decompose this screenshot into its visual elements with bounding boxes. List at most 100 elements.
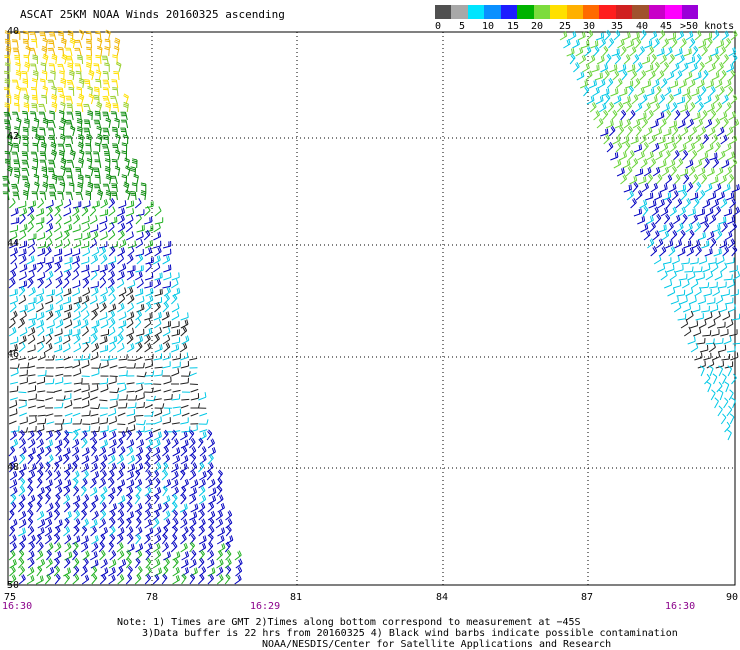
wind-barb <box>135 362 145 369</box>
wind-barb <box>684 266 694 273</box>
wind-barb <box>9 574 17 585</box>
wind-barb <box>135 310 143 321</box>
wind-barb <box>208 447 216 457</box>
wind-barb <box>15 69 22 81</box>
wind-barb <box>613 95 622 105</box>
wind-barb <box>123 93 129 105</box>
wind-barb <box>152 518 160 529</box>
wind-barb <box>54 304 64 313</box>
wind-barb <box>134 384 143 393</box>
wind-barb <box>50 149 57 161</box>
wind-barb <box>153 542 161 553</box>
lon-label-84: 84 <box>436 592 449 603</box>
wind-barb <box>126 302 135 313</box>
wind-barb <box>30 63 38 73</box>
wind-barb <box>3 87 11 97</box>
wind-barb <box>660 142 669 153</box>
wind-barb <box>719 175 727 185</box>
wind-barb <box>81 353 91 361</box>
wind-barb <box>135 265 144 273</box>
wind-barb <box>673 280 682 289</box>
wind-barb <box>153 311 162 321</box>
wind-barb <box>100 439 108 449</box>
wind-barb <box>27 206 35 217</box>
wind-barb <box>136 295 145 305</box>
wind-barb <box>28 463 37 473</box>
wind-barb <box>35 575 44 585</box>
wind-barb <box>126 511 134 521</box>
legend-swatch-3 <box>484 5 501 19</box>
wind-barb <box>40 141 47 153</box>
wind-barb <box>28 334 36 345</box>
wind-barb <box>66 55 74 65</box>
wind-barb <box>686 56 696 65</box>
wind-barb <box>64 256 73 265</box>
wind-barb <box>117 501 125 513</box>
wind-barb <box>162 429 169 441</box>
wind-barb <box>82 557 89 569</box>
wind-barb <box>619 88 628 97</box>
wind-barb <box>126 334 134 345</box>
wind-barb <box>637 215 646 225</box>
legend-swatch-6 <box>533 5 551 19</box>
wind-barb <box>708 365 714 377</box>
wind-barb <box>63 486 71 497</box>
wind-barb <box>630 197 637 209</box>
wind-barb <box>9 408 18 417</box>
wind-barb <box>171 368 180 377</box>
wind-barb <box>75 191 84 201</box>
wind-barb <box>225 510 233 521</box>
wind-barb <box>711 262 719 273</box>
wind-barb <box>102 71 109 81</box>
wind-barb <box>625 101 632 113</box>
wind-barb <box>17 501 25 513</box>
wind-barb <box>108 376 117 385</box>
wind-barb <box>63 417 73 425</box>
wind-barb <box>198 549 205 561</box>
wind-barb <box>726 345 736 353</box>
lon-label-87: 87 <box>581 592 594 603</box>
wind-barb <box>18 429 25 441</box>
wind-barb <box>581 40 590 49</box>
wind-barb <box>703 32 713 41</box>
wind-barb <box>19 362 30 369</box>
wind-barb <box>95 54 102 65</box>
wind-barb <box>666 197 672 209</box>
wind-barb <box>81 542 89 553</box>
wind-barb <box>199 454 207 465</box>
wind-barb <box>9 302 17 313</box>
wind-barb <box>634 102 643 113</box>
wind-barb <box>37 247 46 257</box>
wind-barb <box>621 69 628 81</box>
wind-barb <box>704 118 713 129</box>
wind-barb <box>19 369 28 377</box>
wind-barb <box>692 173 699 185</box>
wind-barb <box>36 376 46 385</box>
wind-barb <box>136 426 145 433</box>
wind-barb <box>671 125 679 137</box>
wind-barb <box>586 95 595 105</box>
wind-barb <box>50 141 57 153</box>
wind-barb <box>59 133 66 145</box>
wind-barb <box>661 230 670 241</box>
wind-barb <box>54 255 63 265</box>
wind-barb <box>11 183 19 193</box>
wind-barb <box>687 79 696 89</box>
wind-barb <box>63 463 72 473</box>
wind-barb <box>652 102 661 113</box>
wind-barb <box>643 80 652 89</box>
wind-barb <box>44 534 52 545</box>
wind-barb <box>89 501 97 513</box>
wind-barb <box>127 463 136 473</box>
wind-barb <box>64 412 73 417</box>
wind-barb <box>113 71 120 81</box>
wind-barb <box>36 501 42 513</box>
wind-barb <box>702 199 711 209</box>
wind-barb <box>25 45 31 57</box>
wind-barb <box>48 31 57 41</box>
wind-barb <box>36 429 43 441</box>
wind-barb <box>180 360 190 369</box>
wind-barb <box>18 240 28 249</box>
wind-barb <box>91 247 100 257</box>
wind-barb <box>90 334 98 345</box>
